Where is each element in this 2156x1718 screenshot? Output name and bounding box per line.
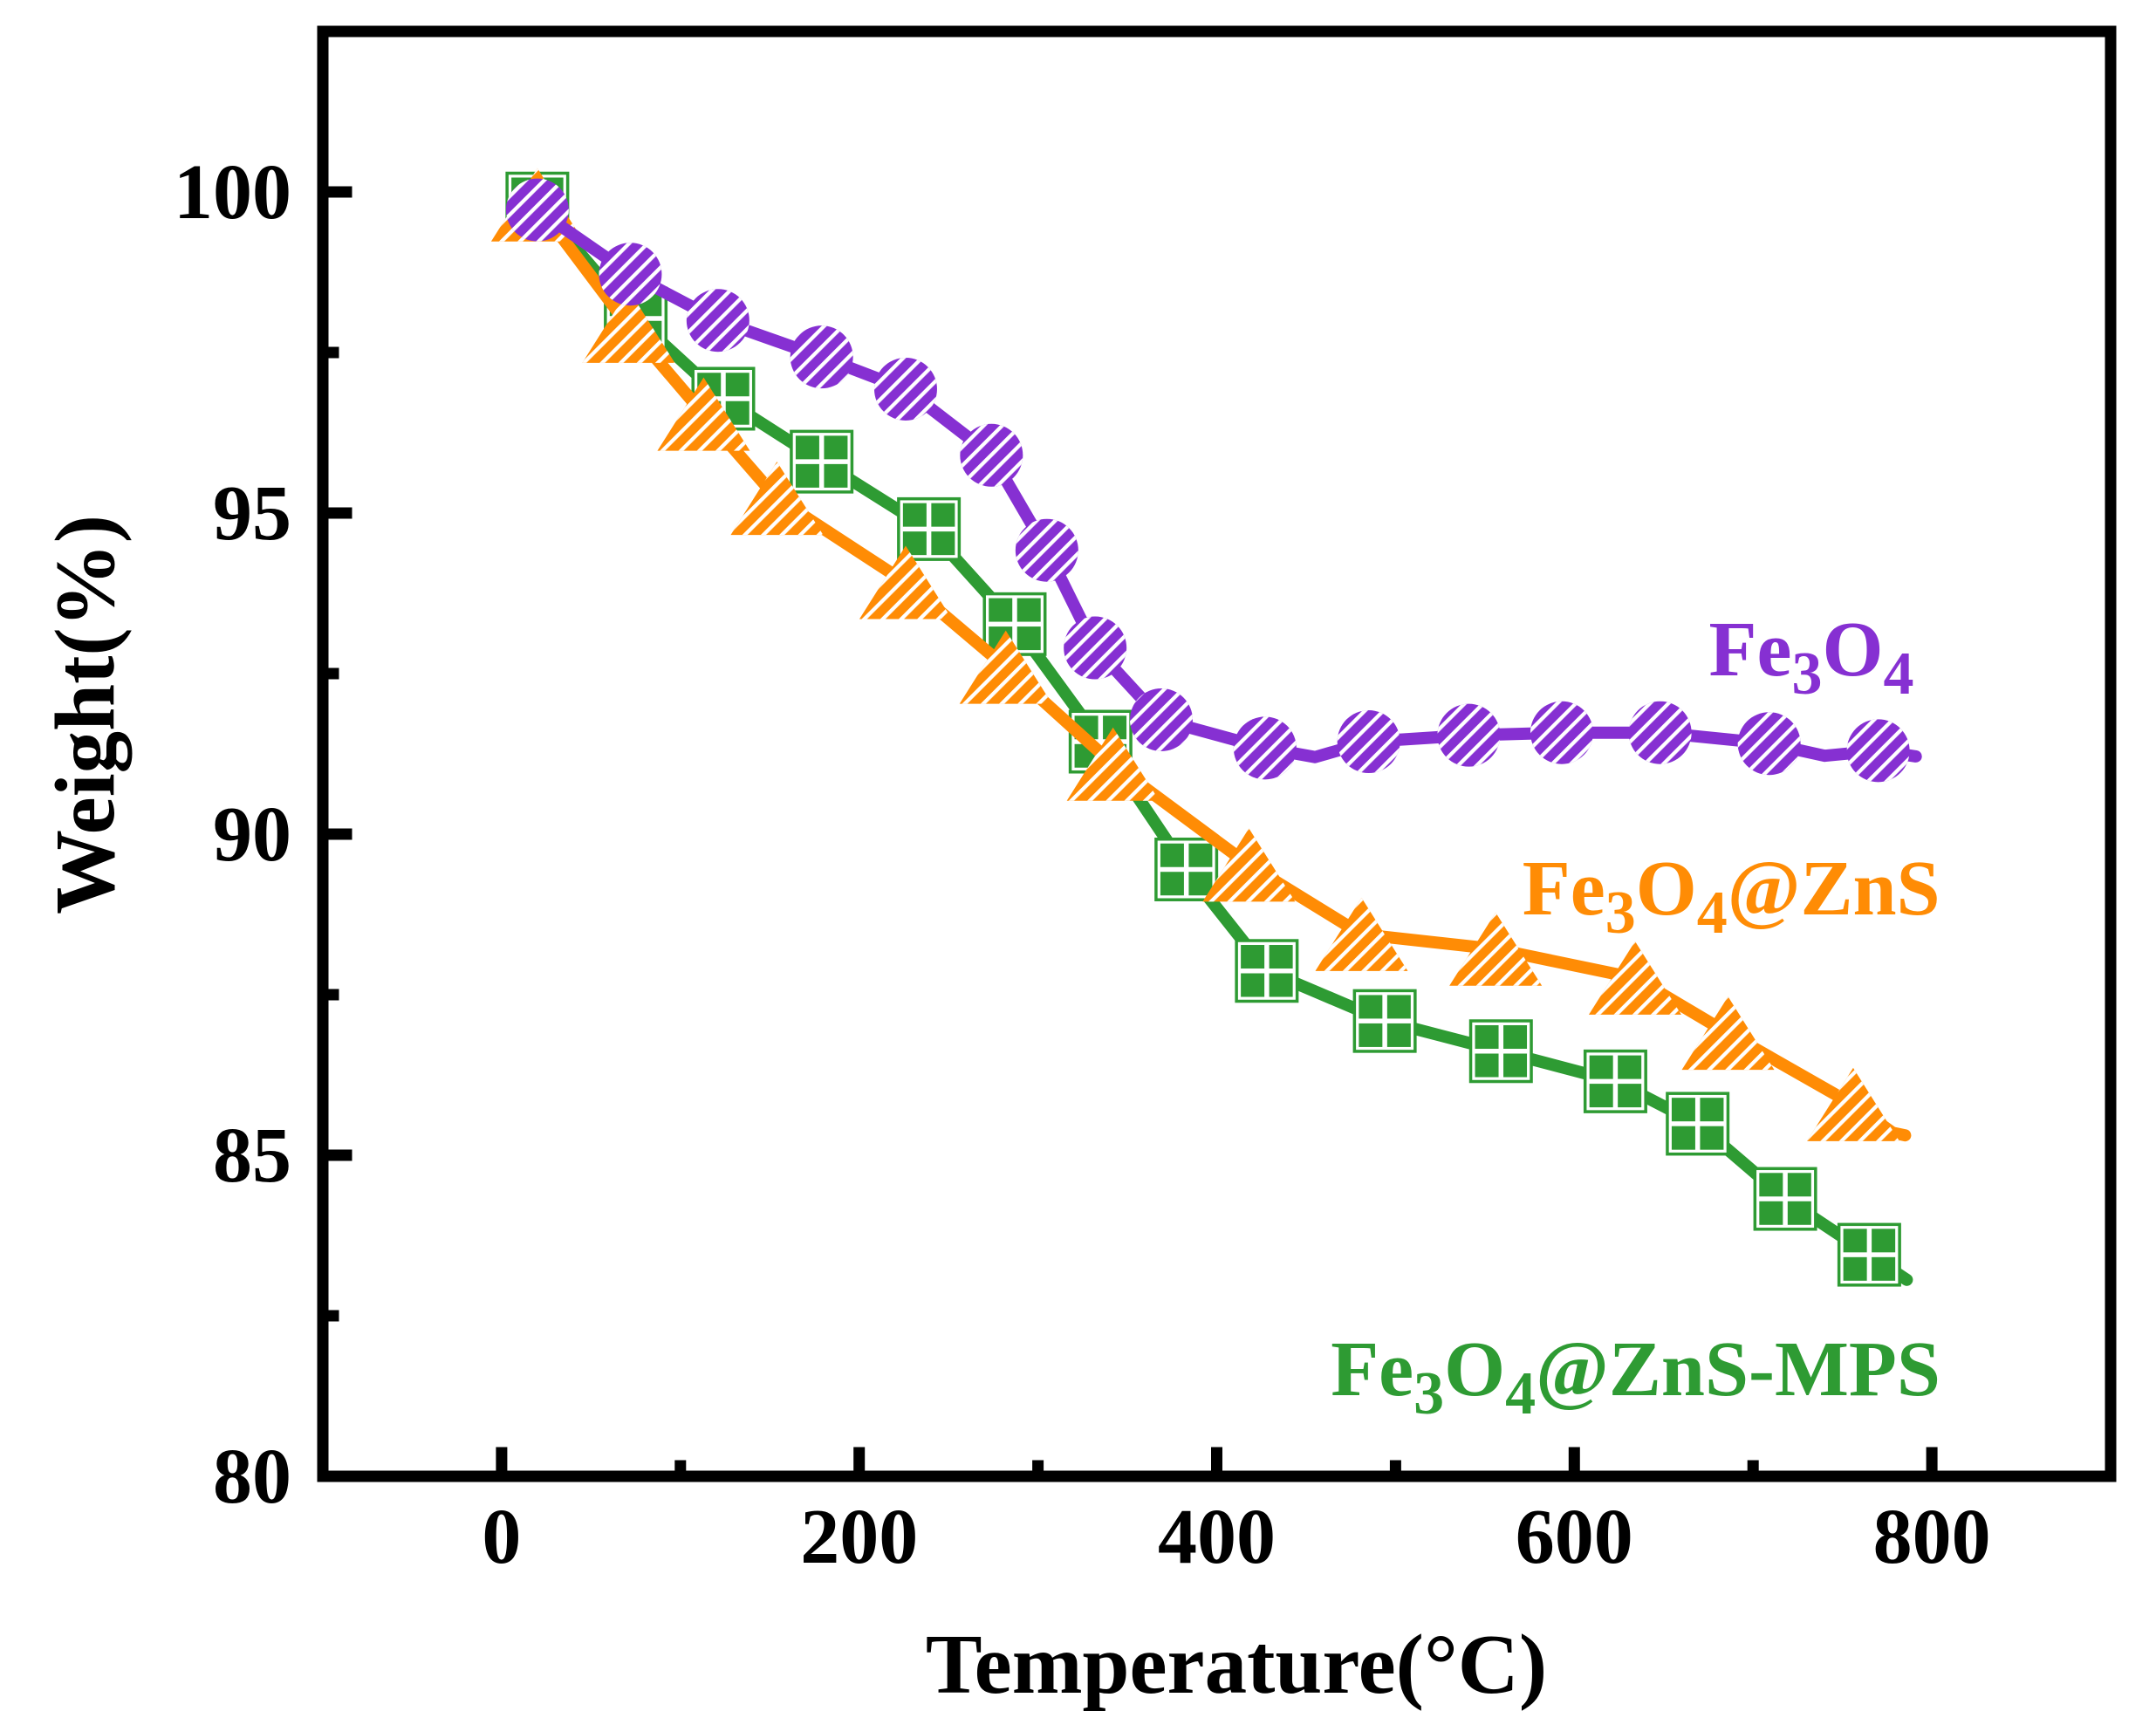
series-marker [959,630,1052,704]
series-label: Fe3O4@ZnS [1523,845,1940,947]
series-marker [960,423,1023,487]
series-marker [790,429,854,494]
series-marker [1129,688,1193,751]
x-axis-title: Temperature(°C) [926,1618,1547,1711]
series-marker [686,289,749,352]
series-marker [1064,616,1127,680]
series-marker [1154,837,1219,901]
series-marker [1837,1222,1901,1287]
axes-ticks: 0 200 400 600 800 80 85 90 95 100 [174,149,1991,1580]
series-marker [1681,996,1775,1071]
series-marker [1628,701,1692,764]
series-marker [505,178,569,242]
series-marker [1666,1092,1730,1156]
series-marker [1233,716,1297,780]
y-tick-label-80: 80 [213,1434,291,1520]
series-label: Fe3O4@ZnS-MPS [1331,1326,1940,1427]
series-marker [730,462,824,536]
y-axis-title: Weight(%) [38,515,132,914]
series-marker [982,592,1047,656]
series-marker [1352,989,1417,1053]
x-tick-label-200: 200 [800,1494,918,1580]
x-tick-label-0: 0 [482,1494,521,1580]
series-marker [1588,941,1681,1015]
series-marker [582,289,675,363]
y-tick-label-90: 90 [213,791,291,878]
y-tick-label-95: 95 [213,470,291,557]
series-marker [1449,912,1543,986]
y-tick-label-85: 85 [213,1112,291,1199]
series-marker [1235,939,1299,1003]
series-marker [1066,727,1160,801]
x-tick-label-400: 400 [1158,1494,1276,1580]
series-marker [1530,701,1593,764]
series-marker [1015,518,1078,582]
series-fe3o4: Fe3O4 [505,178,1922,783]
series-marker [1737,712,1801,776]
series-line [530,197,1913,1286]
series-marker [1468,1019,1533,1084]
series-marker [859,545,952,619]
x-tick-label-600: 600 [1516,1494,1633,1580]
series-marker [657,377,750,451]
series-marker [599,243,662,306]
series-marker [790,325,853,389]
series-marker [1753,1167,1817,1231]
y-tick-label-100: 100 [174,149,291,236]
plot-frame [317,25,2117,1482]
x-tick-label-800: 800 [1873,1494,1991,1580]
series-marker [897,496,962,561]
series-marker [1806,1067,1899,1141]
series-marker [1337,710,1400,774]
series-label: Fe3O4 [1709,606,1914,708]
series-marker [1583,1049,1647,1113]
series-marker [1437,703,1501,767]
series-marker [1315,897,1408,971]
series-marker [1202,828,1296,902]
series-fe3o4-zns-mps: Fe3O4@ZnS-MPS [505,171,1940,1427]
series-marker [1846,719,1910,783]
series-marker [873,357,937,421]
